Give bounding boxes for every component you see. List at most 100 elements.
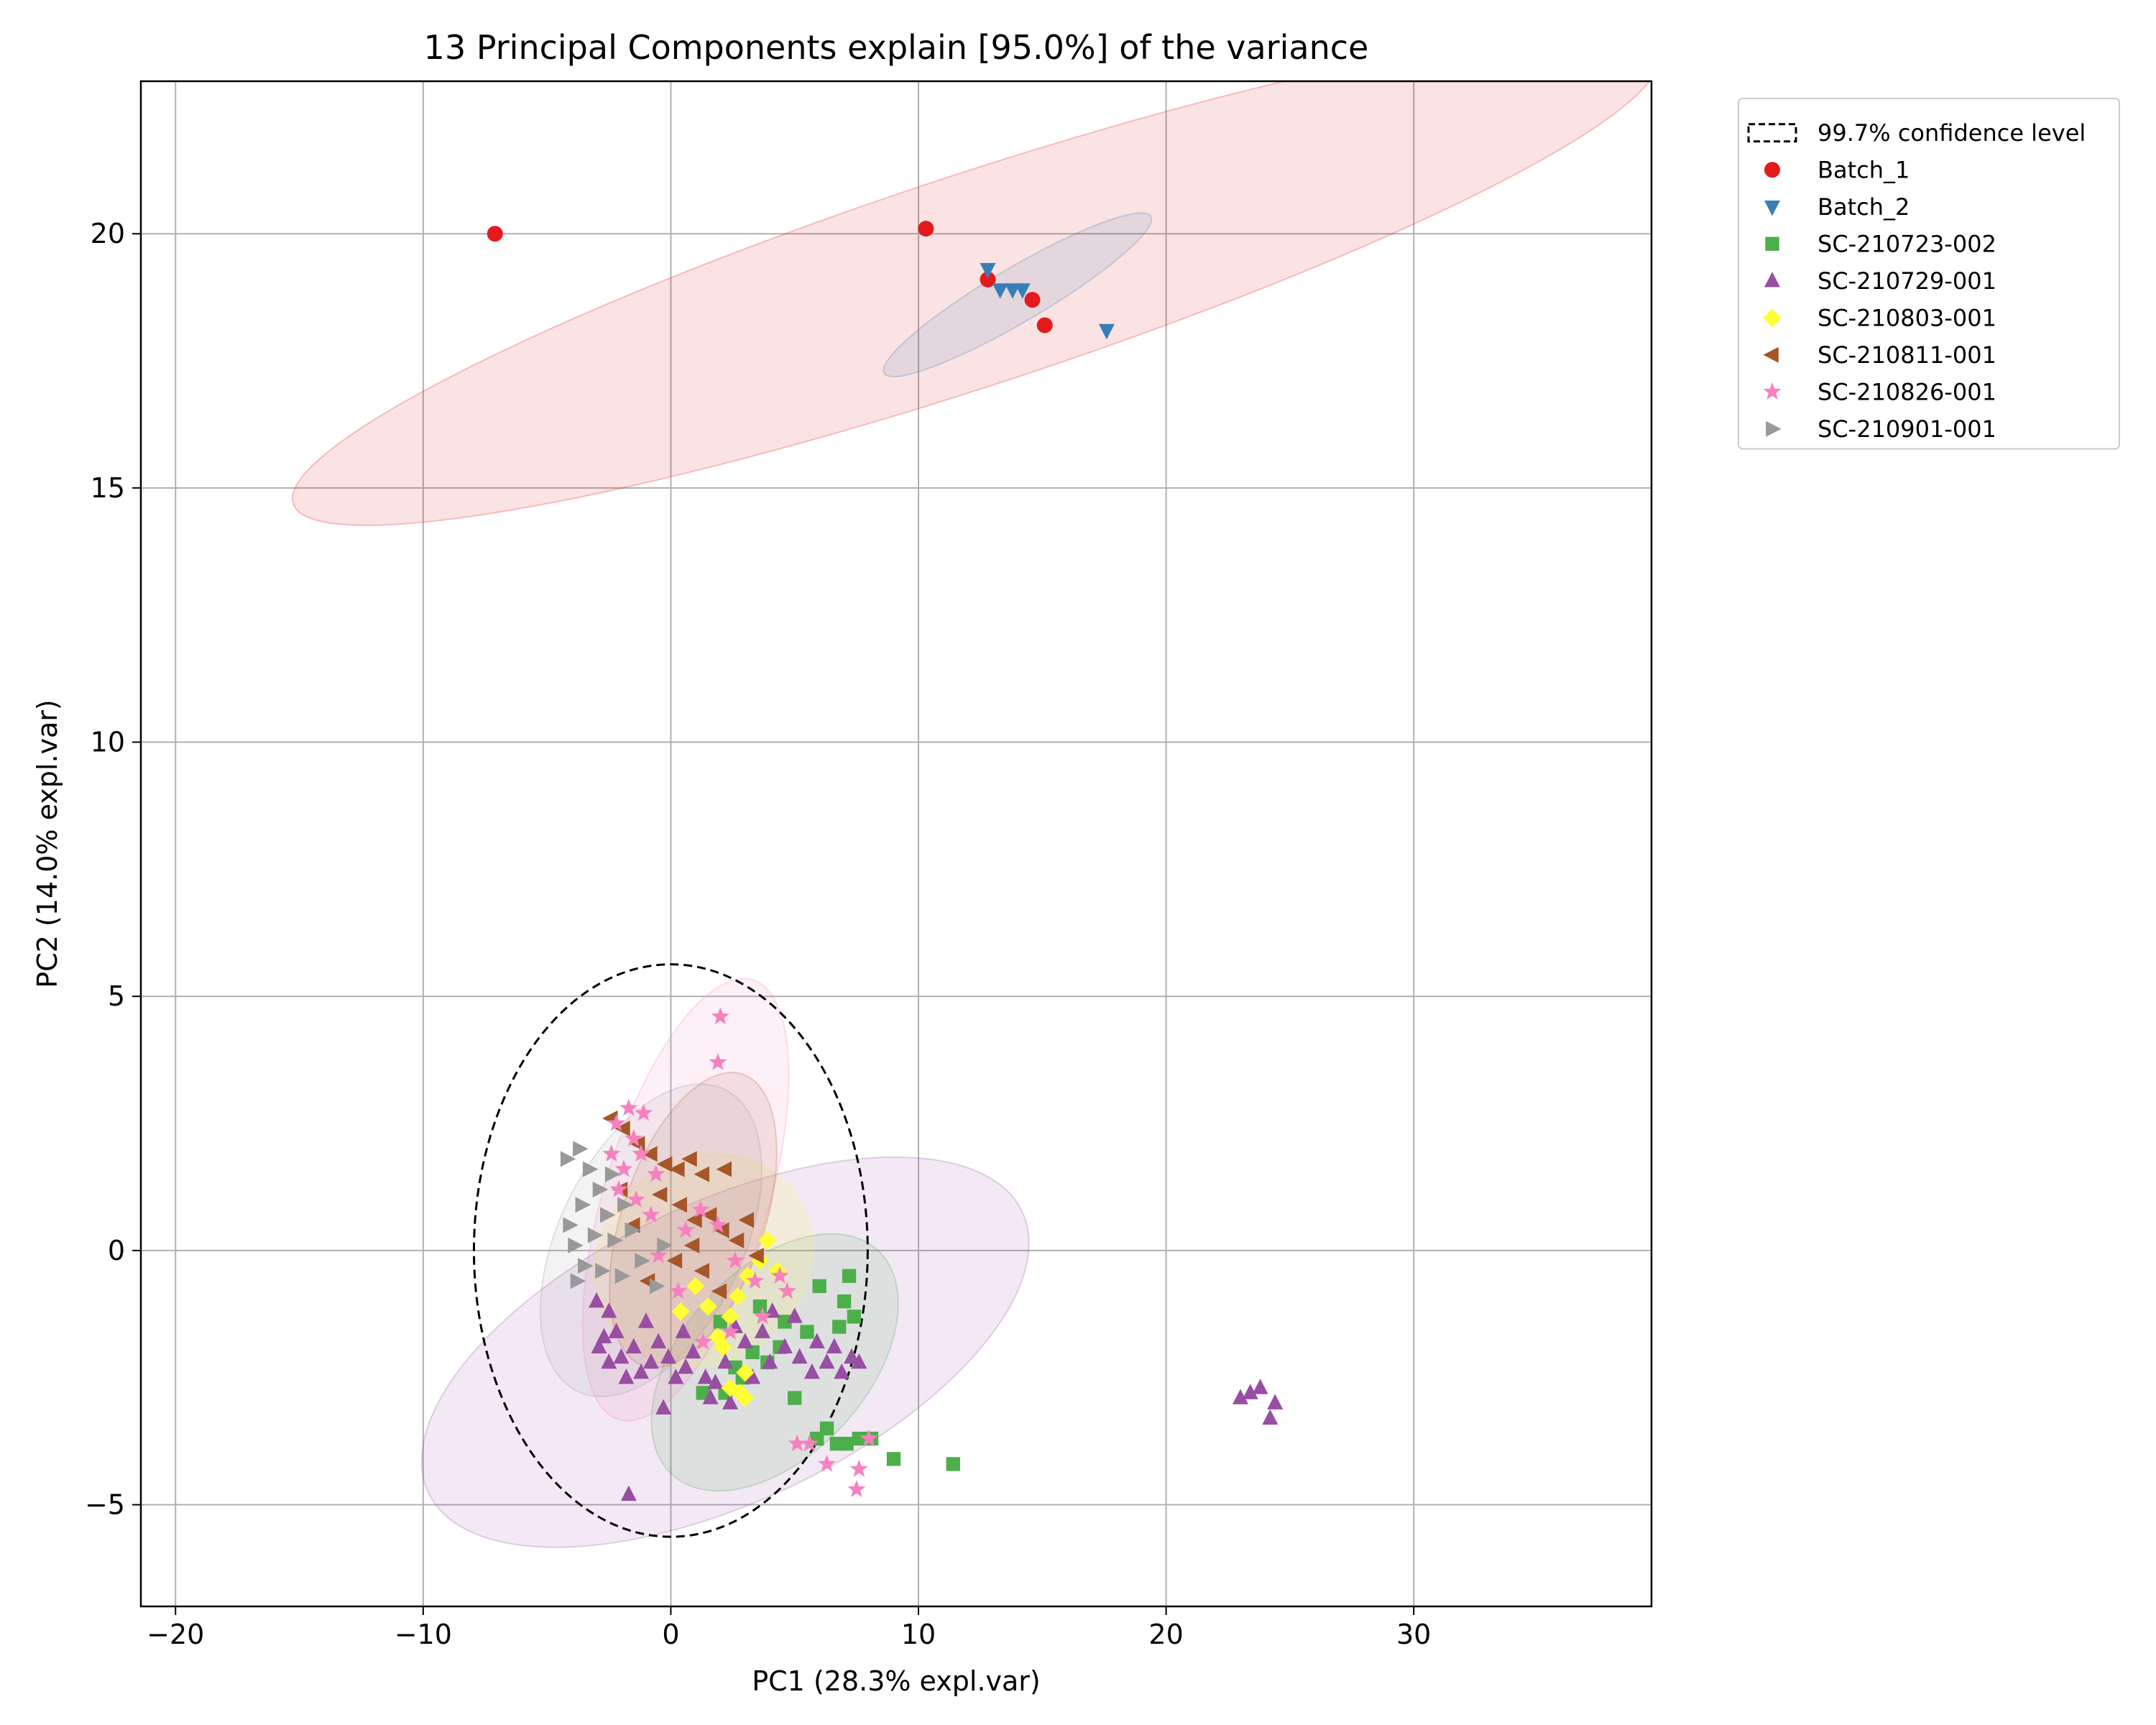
point-sc-210901-001 xyxy=(568,1237,584,1254)
point-sc-210723-002 xyxy=(832,1320,847,1334)
point-sc-210723-002 xyxy=(696,1386,710,1400)
point-sc-210901-001 xyxy=(604,1166,621,1182)
point-sc-210729-001 xyxy=(633,1363,650,1379)
legend-label-confidence: 99.7% confidence level xyxy=(1818,119,2086,147)
point-sc-210803-001 xyxy=(671,1302,690,1321)
point-sc-210826-001 xyxy=(709,1053,727,1070)
legend-label: SC-210826-001 xyxy=(1818,378,1996,405)
point-sc-210723-002 xyxy=(886,1452,901,1466)
point-sc-210901-001 xyxy=(573,1141,589,1157)
point-sc-210803-001 xyxy=(768,1261,787,1280)
point-sc-210901-001 xyxy=(600,1207,616,1223)
point-batch_2 xyxy=(1014,283,1031,299)
ellipse-layer xyxy=(291,81,1651,1548)
point-sc-210901-001 xyxy=(592,1181,609,1197)
point-batch_1 xyxy=(1036,317,1053,334)
point-sc-210826-001 xyxy=(642,1205,660,1223)
point-sc-210826-001 xyxy=(849,1459,868,1477)
point-sc-210803-001 xyxy=(728,1287,747,1306)
plot-area xyxy=(291,81,1651,1548)
x-axis: −20 −10 0 10 20 30 xyxy=(147,1606,1431,1650)
point-sc-210803-001 xyxy=(738,1266,757,1285)
y-tick-label: 15 xyxy=(91,472,125,504)
y-tick-label: 5 xyxy=(108,980,125,1012)
legend-marker xyxy=(1763,346,1779,363)
point-sc-210723-002 xyxy=(842,1269,857,1283)
legend-marker xyxy=(1763,308,1782,327)
point-batch_1 xyxy=(918,221,934,237)
point-sc-210803-001 xyxy=(736,1363,755,1382)
point-sc-210729-001 xyxy=(1262,1409,1279,1425)
point-sc-210729-001 xyxy=(625,1338,642,1354)
point-sc-210729-001 xyxy=(613,1348,630,1364)
point-sc-210729-001 xyxy=(762,1353,778,1369)
point-sc-210729-001 xyxy=(707,1374,724,1389)
point-batch_1 xyxy=(487,226,503,242)
point-sc-210826-001 xyxy=(609,1179,628,1197)
point-sc-210729-001 xyxy=(754,1322,770,1338)
legend-marker xyxy=(1764,162,1780,178)
point-sc-210811-001 xyxy=(666,1253,683,1269)
point-sc-210729-001 xyxy=(637,1312,654,1328)
point-sc-210803-001 xyxy=(709,1328,727,1346)
point-sc-210723-002 xyxy=(745,1345,760,1360)
point-sc-210729-001 xyxy=(608,1322,625,1338)
legend-marker xyxy=(1763,382,1782,400)
point-sc-210729-001 xyxy=(655,1399,672,1414)
point-sc-210729-001 xyxy=(826,1338,842,1354)
point-sc-210901-001 xyxy=(614,1268,631,1284)
ellipse-sc-210901-001 xyxy=(539,1083,763,1398)
points-layer xyxy=(487,221,1284,1501)
point-sc-210803-001 xyxy=(736,1389,755,1407)
point-sc-210826-001 xyxy=(614,1159,633,1177)
point-sc-210901-001 xyxy=(575,1197,591,1213)
confidence-layer xyxy=(472,963,869,1538)
point-sc-210826-001 xyxy=(709,1215,727,1233)
point-sc-210826-001 xyxy=(676,1220,695,1238)
y-tick-label: −5 xyxy=(85,1489,125,1521)
legend-label: SC-210803-001 xyxy=(1818,304,1996,331)
point-sc-210811-001 xyxy=(728,1232,745,1248)
point-sc-210811-001 xyxy=(681,1151,697,1167)
point-sc-210901-001 xyxy=(570,1273,586,1289)
point-sc-210803-001 xyxy=(714,1338,732,1356)
point-sc-210826-001 xyxy=(860,1429,878,1447)
point-sc-210803-001 xyxy=(758,1231,777,1250)
point-sc-210811-001 xyxy=(694,1263,710,1279)
x-tick-label: −10 xyxy=(395,1619,452,1650)
legend-marker xyxy=(1765,236,1779,251)
point-sc-210901-001 xyxy=(607,1232,623,1248)
point-sc-210811-001 xyxy=(701,1207,717,1223)
point-sc-210826-001 xyxy=(847,1480,866,1497)
point-sc-210729-001 xyxy=(1242,1384,1258,1399)
point-sc-210729-001 xyxy=(601,1302,617,1318)
point-sc-210803-001 xyxy=(721,1307,740,1326)
point-sc-210826-001 xyxy=(711,1007,729,1025)
point-sc-210826-001 xyxy=(625,1129,643,1146)
legend-marker xyxy=(1766,420,1782,437)
point-sc-210811-001 xyxy=(716,1161,732,1177)
point-sc-210723-002 xyxy=(778,1315,792,1329)
point-sc-210901-001 xyxy=(635,1253,650,1269)
point-sc-210803-001 xyxy=(686,1276,705,1296)
legend-label: SC-210723-002 xyxy=(1818,230,1996,257)
point-sc-210729-001 xyxy=(808,1333,825,1348)
point-sc-210729-001 xyxy=(803,1363,820,1379)
point-sc-210729-001 xyxy=(685,1343,701,1359)
point-sc-210729-001 xyxy=(791,1348,808,1364)
point-sc-210811-001 xyxy=(651,1187,668,1203)
point-sc-210826-001 xyxy=(649,1246,668,1264)
point-sc-210826-001 xyxy=(627,1190,645,1208)
point-sc-210826-001 xyxy=(721,1322,740,1340)
y-tick-label: 0 xyxy=(108,1235,125,1266)
y-axis: −5 0 5 10 15 20 xyxy=(85,218,141,1521)
point-sc-210729-001 xyxy=(642,1353,659,1369)
point-sc-210729-001 xyxy=(697,1368,714,1384)
legend-frame xyxy=(1738,98,2120,450)
point-sc-210901-001 xyxy=(657,1237,673,1254)
point-sc-210729-001 xyxy=(834,1363,850,1379)
point-sc-210729-001 xyxy=(675,1322,691,1338)
point-sc-210901-001 xyxy=(649,1278,665,1294)
point-sc-210901-001 xyxy=(625,1222,640,1238)
point-sc-210811-001 xyxy=(686,1212,702,1228)
